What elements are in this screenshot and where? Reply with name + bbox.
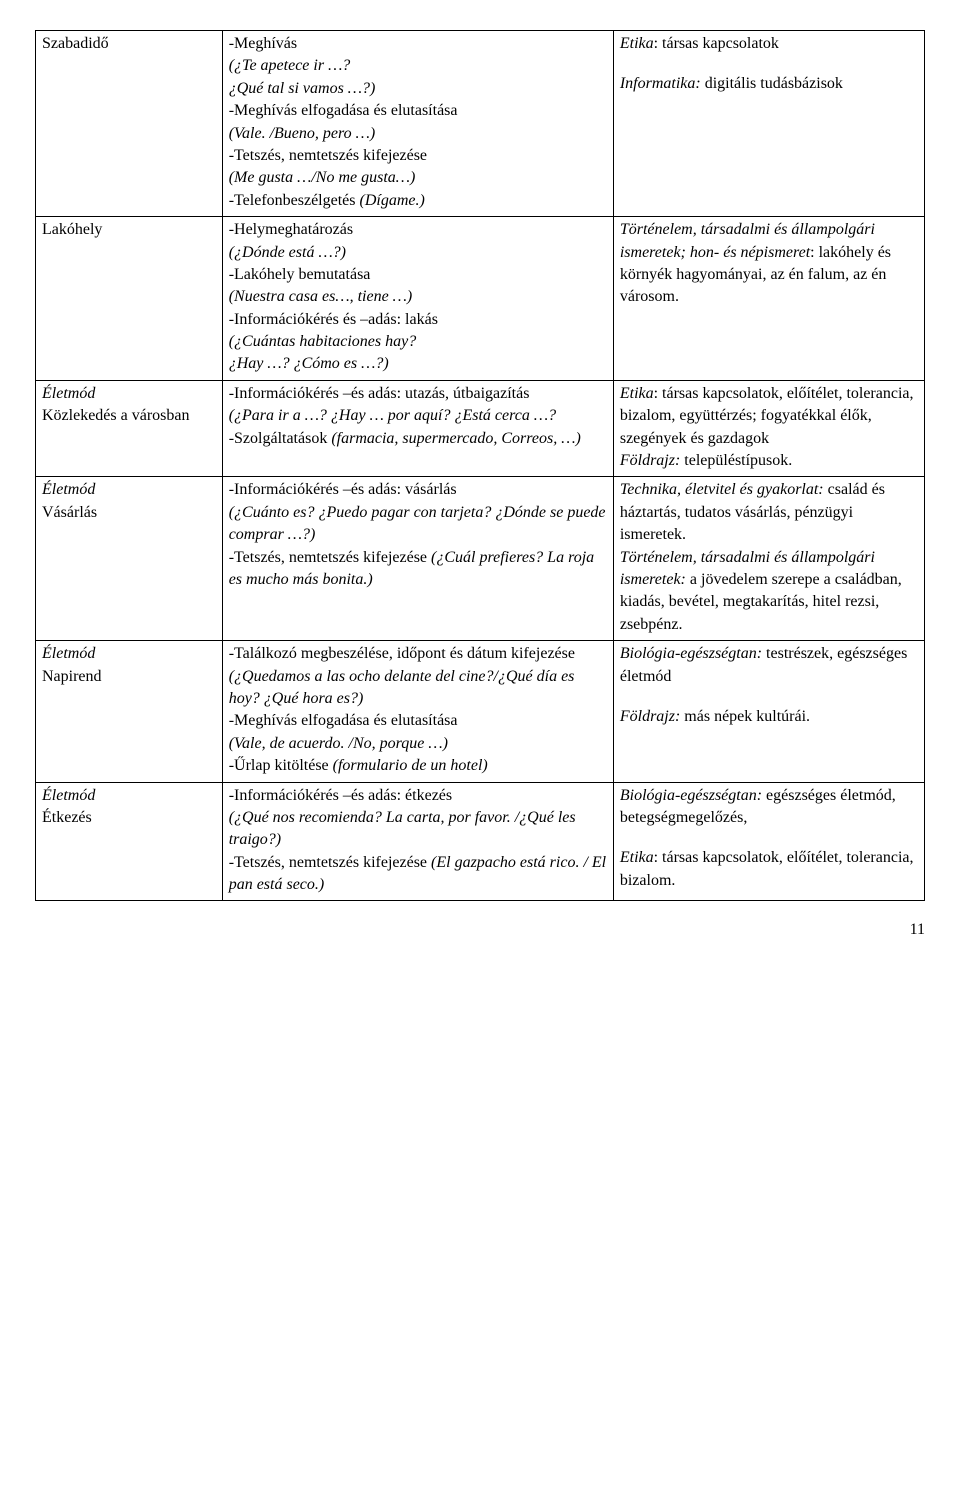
cell-middle: -Információkérés –és adás: étkezés (¿Qué … [222, 782, 613, 901]
text-segment: Életmód [42, 385, 95, 402]
text-segment: Etika [620, 35, 654, 52]
text-segment: Közlekedés a városban [42, 407, 190, 424]
text-segment: ¿Qué tal si vamos …?) [229, 80, 376, 97]
text-segment: Életmód [42, 787, 95, 804]
text-segment: -Meghívás [229, 35, 297, 52]
text-segment: -Meghívás elfogadása és elutasítása [229, 712, 458, 729]
text-segment: -Információkérés –és adás: vásárlás [229, 481, 457, 498]
text-segment: településtípusok. [680, 452, 792, 469]
cell-middle: -Információkérés –és adás: vásárlás (¿Cuá… [222, 477, 613, 641]
text-segment: Informatika: [620, 75, 701, 92]
text-segment: -Szolgáltatások [229, 430, 332, 447]
cell-right: Etika: társas kapcsolatok, előítélet, to… [613, 380, 924, 477]
table-row: Életmód Vásárlás -Információkérés –és adás… [36, 477, 925, 641]
text-segment: -Tetszés, nemtetszés kifejezése [229, 549, 431, 566]
text-segment: : társas kapcsolatok, előítélet, toleran… [620, 385, 914, 447]
page-number: 11 [35, 921, 925, 939]
cell-left: Szabadidő [36, 31, 223, 217]
text-segment: -Telefonbeszélgetés [229, 192, 360, 209]
text-segment: Technika, életvitel és gyakorlat: [620, 481, 824, 498]
table-body: Szabadidő -Meghívás (¿Te apetece ir …? ¿Qué… [36, 31, 925, 901]
text-segment: -Információkérés és –adás: lakás [229, 311, 438, 328]
text-segment: Étkezés [42, 809, 92, 826]
text-segment: digitális tudásbázisok [701, 75, 843, 92]
text-segment: (¿Te apetece ir …? [229, 57, 351, 74]
text-segment: Etika [620, 849, 654, 866]
cell-left: Életmód Étkezés [36, 782, 223, 901]
cell-left: Lakóhely [36, 217, 223, 381]
text-segment: Etika [620, 385, 654, 402]
text-segment: -Tetszés, nemtetszés kifejezése [229, 854, 431, 871]
text-segment: Szabadidő [42, 35, 109, 52]
text-segment: (¿Dónde está …?) [229, 244, 346, 261]
cell-middle: -Helymeghatározás (¿Dónde está …?) -Lakóhe… [222, 217, 613, 381]
curriculum-table: Szabadidő -Meghívás (¿Te apetece ir …? ¿Qué… [35, 30, 925, 901]
cell-right: Etika: társas kapcsolatok Informatika: di… [613, 31, 924, 217]
text-segment: : társas kapcsolatok, előítélet, toleran… [620, 849, 914, 888]
table-row: Lakóhely -Helymeghatározás (¿Dónde está …?… [36, 217, 925, 381]
cell-middle: -Információkérés –és adás: utazás, útbai… [222, 380, 613, 477]
text-segment: -Információkérés –és adás: étkezés [229, 787, 452, 804]
text-segment: (Vale. /Bueno, pero …) [229, 125, 375, 142]
text-segment: (Vale, de acuerdo. /No, porque …) [229, 735, 448, 752]
text-segment: -Találkozó megbeszélése, időpont és dátu… [229, 645, 575, 662]
text-segment: Napirend [42, 668, 102, 685]
text-segment: (Me gusta …/No me gusta…) [229, 169, 416, 186]
text-segment: -Információkérés –és adás: utazás, útbai… [229, 385, 530, 402]
text-segment: ¿Hay …? ¿Cómo es …?) [229, 355, 389, 372]
text-segment: (Nuestra casa es…, tiene …) [229, 288, 413, 305]
text-segment: (formulario de un hotel) [333, 757, 488, 774]
cell-right: Történelem, társadalmi és állampolgári i… [613, 217, 924, 381]
text-segment: -Űrlap kitöltése [229, 757, 333, 774]
text-segment: (¿Qué nos recomienda? La carta, por favo… [229, 809, 576, 848]
cell-left: Életmód Napirend [36, 641, 223, 782]
cell-left: Életmód Vásárlás [36, 477, 223, 641]
text-segment: Földrajz: [620, 708, 680, 725]
text-segment: más népek kultúrái. [680, 708, 810, 725]
text-segment: (¿Para ir a …? ¿Hay … por aquí? ¿Está ce… [229, 407, 556, 424]
text-segment: -Tetszés, nemtetszés kifejezése [229, 147, 427, 164]
text-segment: (¿Cuántas habitaciones hay? [229, 333, 417, 350]
text-segment: Lakóhely [42, 221, 102, 238]
table-row: Életmód Étkezés -Információkérés –és adás:… [36, 782, 925, 901]
text-segment: Biológia-egészségtan: [620, 787, 762, 804]
cell-right: Biológia-egészségtan: egészséges életmód… [613, 782, 924, 901]
table-row: Szabadidő -Meghívás (¿Te apetece ir …? ¿Qué… [36, 31, 925, 217]
text-segment: -Lakóhely bemutatása [229, 266, 371, 283]
text-segment: Földrajz: [620, 452, 680, 469]
table-row: Életmód Közlekedés a városban -Információk… [36, 380, 925, 477]
cell-middle: -Meghívás (¿Te apetece ir …? ¿Qué tal si v… [222, 31, 613, 217]
text-segment: (farmacia, supermercado, Correos, …) [331, 430, 580, 447]
cell-right: Technika, életvitel és gyakorlat: család… [613, 477, 924, 641]
text-segment: (¿Quedamos a las ocho delante del cine?/… [229, 668, 575, 707]
text-segment: -Meghívás elfogadása és elutasítása [229, 102, 458, 119]
text-segment: (Dígame.) [360, 192, 425, 209]
cell-right: Biológia-egészségtan: testrészek, egészs… [613, 641, 924, 782]
text-segment: Életmód [42, 481, 95, 498]
text-segment: Biológia-egészségtan: [620, 645, 762, 662]
text-segment: Életmód [42, 645, 95, 662]
cell-middle: -Találkozó megbeszélése, időpont és dátu… [222, 641, 613, 782]
text-segment: (¿Cuánto es? ¿Puedo pagar con tarjeta? ¿… [229, 504, 606, 543]
text-segment: Vásárlás [42, 504, 97, 521]
text-segment: : társas kapcsolatok [654, 35, 779, 52]
text-segment: -Helymeghatározás [229, 221, 353, 238]
table-row: Életmód Napirend -Találkozó megbeszélése, … [36, 641, 925, 782]
cell-left: Életmód Közlekedés a városban [36, 380, 223, 477]
